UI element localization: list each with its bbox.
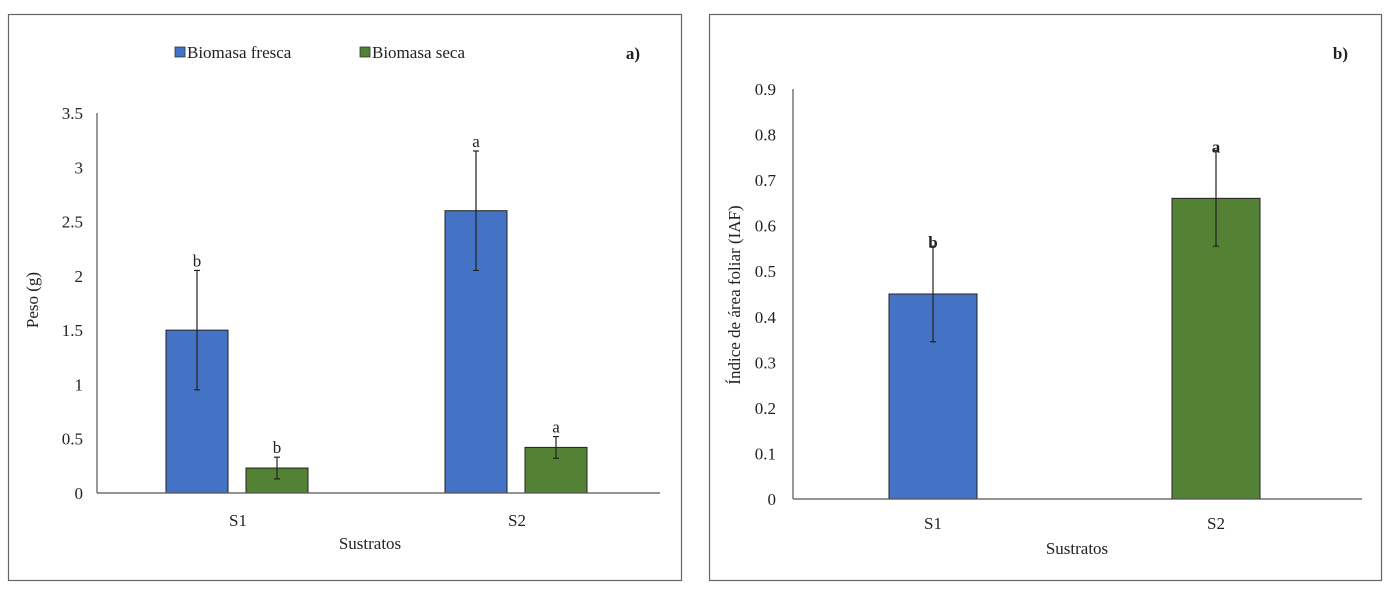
legend-label: Biomasa seca <box>372 43 465 62</box>
significance-letter: a <box>1212 138 1221 157</box>
panel-a-frame <box>7 13 683 582</box>
significance-letter: b <box>193 251 202 270</box>
y-tick-label: 0.5 <box>62 430 83 449</box>
y-tick-label: 0.6 <box>755 217 776 236</box>
y-tick-label: 3 <box>75 158 84 177</box>
x-tick-label: S2 <box>1207 514 1225 533</box>
y-tick-label: 1.5 <box>62 321 83 340</box>
y-tick-label: 2 <box>75 267 84 286</box>
x-axis-title: Sustratos <box>339 534 401 553</box>
x-tick-label: S1 <box>229 511 247 530</box>
y-tick-label: 1 <box>75 375 84 394</box>
legend-label: Biomasa fresca <box>187 43 292 62</box>
legend-swatch <box>359 46 371 58</box>
panel-label: b) <box>1333 44 1348 63</box>
panel-a: 0 0.5 1 1.5 2 2.5 3 3.5 b a b a S1 S2 Sustratos Peso (g… <box>23 43 660 553</box>
panel-label: a) <box>626 44 640 63</box>
y-axis-title: Peso (g) <box>23 272 42 328</box>
y-tick-label: 0.8 <box>755 126 776 145</box>
significance-letter: b <box>273 438 282 457</box>
y-tick-label: 2.5 <box>62 213 83 232</box>
y-axis-title: Índice de área foliar (IAF) <box>725 205 744 384</box>
y-tick-label: 0 <box>75 484 84 503</box>
y-tick-label: 0.3 <box>755 353 776 372</box>
x-tick-label: S1 <box>924 514 942 533</box>
y-tick-label: 0.4 <box>755 308 777 327</box>
significance-letter: b <box>928 233 937 252</box>
legend-swatch <box>174 46 186 58</box>
panel-b: 0 0.1 0.2 0.3 0.4 0.5 0.6 0.7 0.8 0.9 b a S1 S2 Sustra… <box>725 44 1362 558</box>
y-tick-label: 0.7 <box>755 171 777 190</box>
panel-b-frame <box>708 13 1383 582</box>
significance-letter: a <box>472 132 480 151</box>
y-tick-label: 0 <box>768 490 777 509</box>
x-axis-title: Sustratos <box>1046 539 1108 558</box>
x-tick-label: S2 <box>508 511 526 530</box>
y-tick-label: 0.2 <box>755 399 776 418</box>
y-tick-label: 0.1 <box>755 444 776 463</box>
significance-letter: a <box>552 418 560 437</box>
y-tick-label: 0.5 <box>755 262 776 281</box>
y-tick-label: 3.5 <box>62 104 83 123</box>
y-tick-label: 0.9 <box>755 80 776 99</box>
